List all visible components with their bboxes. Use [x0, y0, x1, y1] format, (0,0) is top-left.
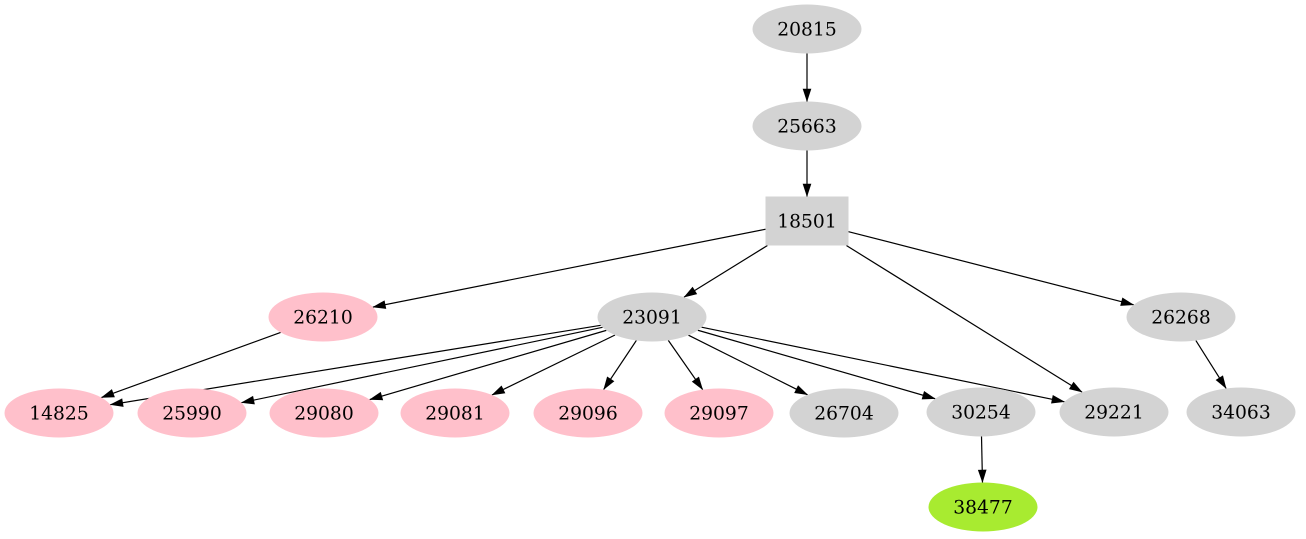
node-label-29221: 29221 [1084, 402, 1143, 423]
node-shape-29080 [269, 388, 379, 438]
edges-layer [100, 53, 1227, 484]
node-shape-29097 [664, 388, 774, 438]
node-label-29097: 29097 [689, 403, 748, 424]
node-label-18501: 18501 [777, 211, 836, 232]
node-shape-23091 [597, 292, 707, 342]
node-34063: 34063 [1186, 387, 1296, 437]
node-label-34063: 34063 [1211, 402, 1270, 423]
node-26704: 26704 [789, 388, 899, 438]
node-29221: 29221 [1059, 387, 1169, 437]
edge-23091-30254 [697, 329, 936, 400]
node-label-23091: 23091 [622, 307, 681, 328]
node-label-30254: 30254 [951, 402, 1010, 423]
node-shape-26210 [268, 292, 378, 342]
node-shape-38477 [928, 482, 1038, 532]
node-label-25663: 25663 [777, 116, 836, 137]
edge-23091-29081 [491, 334, 616, 396]
edge-30254-38477 [977, 436, 987, 484]
edge-23091-29221 [701, 326, 1065, 404]
node-23091: 23091 [597, 292, 707, 342]
node-label-14825: 14825 [29, 403, 88, 424]
node-shape-26704 [789, 388, 899, 438]
node-label-26268: 26268 [1151, 307, 1210, 328]
node-shape-14825 [4, 388, 114, 438]
node-shape-25663 [752, 101, 862, 151]
node-29080: 29080 [269, 388, 379, 438]
node-label-29081: 29081 [425, 403, 484, 424]
edge-23091-29080 [369, 329, 607, 401]
node-26268: 26268 [1126, 292, 1236, 342]
node-38477: 38477 [928, 482, 1038, 532]
edge-18501-23091 [683, 244, 768, 298]
node-label-26210: 26210 [293, 307, 352, 328]
edge-18501-29221 [846, 244, 1083, 393]
node-shape-20815 [752, 4, 862, 54]
nodes-layer: 20815 25663 18501 26210 23091 26268 14825 25990… [4, 4, 1296, 532]
edge-18501-26210 [372, 228, 766, 309]
node-20815: 20815 [752, 4, 862, 54]
node-shape-29221 [1059, 387, 1169, 437]
edge-23091-29096 [603, 340, 637, 390]
node-label-20815: 20815 [777, 19, 836, 40]
edge-23091-29097 [667, 340, 704, 391]
node-label-38477: 38477 [953, 497, 1012, 518]
edge-18501-26268 [848, 231, 1135, 306]
edge-26268-34063 [1195, 340, 1227, 389]
node-29081: 29081 [400, 388, 510, 438]
node-shape-29096 [533, 388, 643, 438]
node-label-29096: 29096 [558, 403, 617, 424]
node-shape-26268 [1126, 292, 1236, 342]
node-shape-34063 [1186, 387, 1296, 437]
node-label-29080: 29080 [294, 403, 353, 424]
node-shape-25990 [137, 388, 247, 438]
node-30254: 30254 [926, 387, 1036, 437]
node-29096: 29096 [533, 388, 643, 438]
node-shape-29081 [400, 388, 510, 438]
edge-26210-14825 [100, 331, 281, 399]
edge-23091-25990 [240, 326, 603, 405]
node-18501: 18501 [765, 196, 849, 246]
node-shape-18501 [765, 196, 849, 246]
node-26210: 26210 [268, 292, 378, 342]
node-25990: 25990 [137, 388, 247, 438]
node-label-25990: 25990 [162, 403, 221, 424]
node-shape-30254 [926, 387, 1036, 437]
edge-23091-26704 [688, 334, 809, 396]
node-label-26704: 26704 [814, 403, 873, 424]
node-25663: 25663 [752, 101, 862, 151]
node-14825: 14825 [4, 388, 114, 438]
node-29097: 29097 [664, 388, 774, 438]
